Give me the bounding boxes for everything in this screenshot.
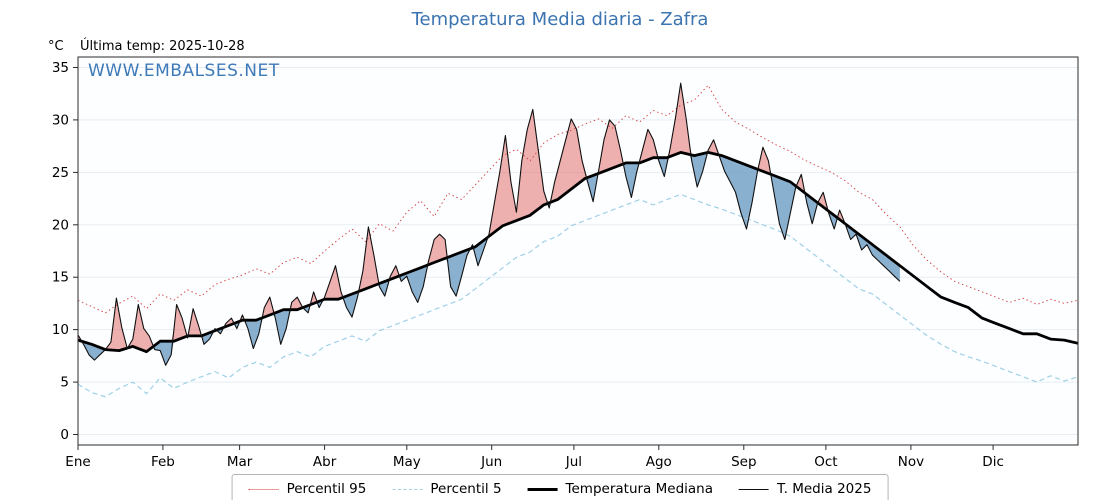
x-tick-label: Sep — [731, 454, 756, 470]
chart-title: Temperatura Media diaria - Zafra — [411, 9, 709, 30]
legend-label: Percentil 95 — [286, 481, 367, 497]
legend-item-percentil-95: Percentil 95 — [248, 481, 367, 497]
y-tick-label: 0 — [60, 427, 69, 443]
x-tick-label: Oct — [814, 454, 837, 470]
y-tick-label: 30 — [52, 112, 69, 128]
x-tick-label: Ene — [65, 454, 90, 470]
y-axis-unit-label: °C — [48, 39, 64, 54]
t-media-2025-line — [78, 82, 901, 366]
percentil-95-line — [78, 84, 1078, 314]
percentil-5-line-sample — [392, 488, 423, 490]
y-tick-label: 10 — [52, 322, 69, 338]
x-tick-label: Dic — [982, 454, 1004, 470]
percentil-5-line — [78, 193, 1078, 398]
legend-label: Temperatura Mediana — [565, 481, 713, 497]
x-tick-label: May — [393, 454, 421, 470]
x-tick-label: Jun — [480, 454, 502, 470]
below-median-fill — [78, 152, 900, 366]
x-tick-label: Mar — [227, 454, 253, 470]
y-tick-label: 20 — [52, 217, 69, 233]
x-tick-label: Nov — [898, 454, 924, 470]
last-temp-label: Última temp: 2025-10-28 — [80, 39, 245, 54]
legend-label: Percentil 5 — [430, 481, 502, 497]
mediana-line-sample — [527, 487, 558, 491]
legend-item-media-2025: T. Media 2025 — [739, 481, 871, 497]
percentil-95-line-sample — [248, 488, 279, 490]
legend-label: T. Media 2025 — [777, 481, 872, 497]
y-tick-label: 5 — [60, 375, 69, 391]
x-tick-label: Abr — [313, 454, 337, 470]
y-tick-label: 15 — [52, 270, 69, 286]
x-tick-label: Feb — [151, 454, 175, 470]
y-tick-label: 35 — [52, 60, 69, 76]
legend: Percentil 95 Percentil 5 Temperatura Med… — [231, 474, 889, 500]
plot-background — [78, 57, 1078, 445]
x-tick-label: Jul — [565, 454, 582, 470]
axes-box — [77, 56, 1079, 446]
watermark: WWW.EMBALSES.NET — [88, 61, 280, 81]
legend-item-mediana: Temperatura Mediana — [527, 481, 713, 497]
y-tick-label: 25 — [52, 165, 69, 181]
x-tick-label: Ago — [646, 454, 672, 470]
legend-item-percentil-5: Percentil 5 — [392, 481, 502, 497]
media-2025-line-sample — [739, 488, 769, 490]
